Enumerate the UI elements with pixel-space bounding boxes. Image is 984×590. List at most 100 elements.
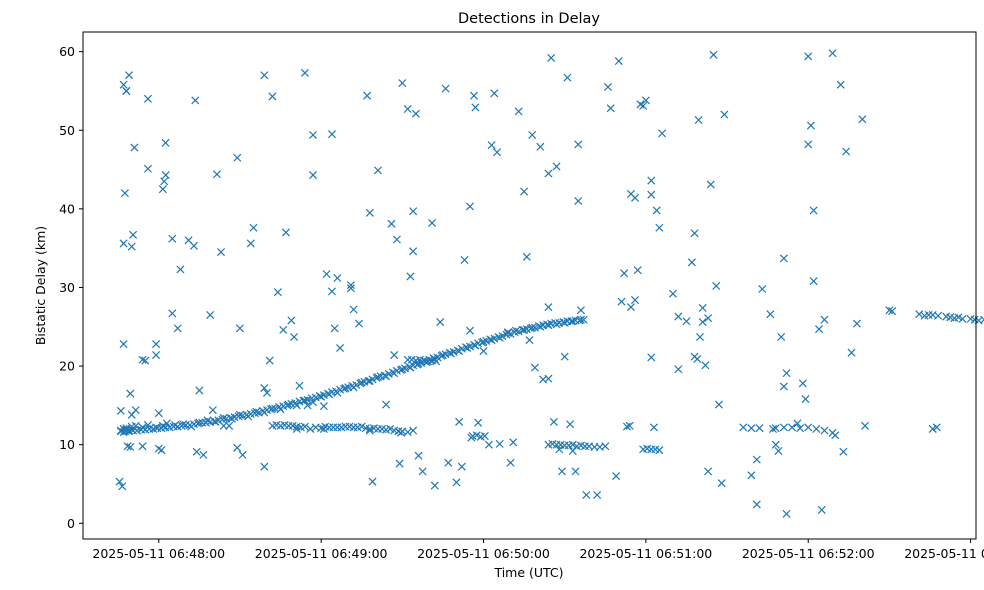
data-point-x-marker [490,89,499,98]
data-point-x-marker [701,361,710,370]
data-point-x-marker [203,416,212,425]
data-point-x-marker [418,467,427,476]
data-point-x-marker [414,451,423,460]
data-point-x-marker [861,421,870,430]
y-tick-label: 40 [59,201,75,216]
data-point-x-marker [817,505,826,514]
data-point-x-marker [295,381,304,390]
y-tick-label: 0 [67,516,75,531]
data-point-x-marker [798,379,807,388]
data-point-x-marker [138,423,147,432]
y-axis-ticks: 0 10 20 30 40 50 60 [59,44,83,531]
data-point-x-marker [544,321,553,330]
data-point-x-marker [432,357,441,366]
data-point-x-marker [373,166,382,175]
data-point-x-marker [571,467,580,476]
data-point-x-marker [752,500,761,509]
data-point-x-marker [747,424,756,433]
data-point-x-marker [625,421,634,430]
data-point-x-marker [365,208,374,217]
data-point-x-marker [115,477,124,486]
data-point-x-marker [465,202,474,211]
x-tick-label: 2025-05-11 06:52:00 [742,546,875,561]
data-point-x-marker [779,382,788,391]
data-point-x-marker [119,80,128,89]
data-point-x-marker [212,170,221,179]
data-point-x-marker [392,235,401,244]
data-point-x-marker [801,395,810,404]
data-point-x-marker [698,303,707,312]
data-point-x-marker [168,234,177,243]
data-point-x-marker [292,424,301,433]
data-point-x-marker [934,311,943,320]
data-point-x-marker [804,52,813,61]
data-point-x-marker [655,446,664,455]
data-point-x-marker [143,94,152,103]
x-axis-ticks: 2025-05-11 06:48:00 2025-05-11 06:49:00 20… [92,539,984,561]
data-point-x-marker [152,340,161,349]
data-point-x-marker [639,101,648,110]
data-point-x-marker [820,426,829,435]
data-point-x-marker [195,386,204,395]
data-point-x-marker [633,266,642,275]
data-point-x-marker [777,332,786,342]
data-point-x-marker [317,392,326,401]
data-point-x-marker [479,337,488,346]
data-point-x-marker [206,310,215,320]
data-point-x-marker [511,326,520,335]
data-point-x-marker [152,351,161,360]
data-point-x-marker [506,458,515,467]
data-point-x-marker [123,442,132,451]
data-point-x-marker [129,230,138,239]
data-point-x-marker [820,315,829,324]
data-point-x-marker [582,490,591,500]
data-point-x-marker [170,420,180,430]
data-point-x-marker [495,333,504,342]
data-point-x-marker [631,296,640,305]
data-point-x-marker [958,314,967,323]
data-point-x-marker [520,325,529,334]
data-point-x-marker [769,424,778,433]
data-point-x-marker [809,277,818,286]
data-point-x-marker [396,428,405,437]
data-point-x-marker [787,423,797,432]
data-point-x-marker [330,324,339,333]
data-point-x-marker [782,509,791,518]
data-point-x-marker [690,229,699,238]
data-point-x-marker [495,439,504,448]
data-point-x-marker [831,431,840,440]
data-point-x-marker [779,254,788,263]
data-point-x-marker [138,355,147,364]
data-point-x-marker [593,490,602,500]
data-point-x-marker [306,424,315,433]
data-point-x-marker [124,71,134,80]
data-point-x-marker [349,305,358,314]
data-point-x-marker [120,189,129,198]
data-point-x-marker [704,314,713,323]
data-point-x-marker [122,86,131,95]
data-point-x-marker [771,440,780,449]
data-point-x-marker [268,404,277,413]
data-point-x-marker [319,424,328,433]
data-point-x-marker [116,406,125,415]
data-point-x-marker [612,472,621,481]
data-point-x-marker [547,53,556,62]
data-point-x-marker [525,336,534,345]
data-point-x-marker [647,190,656,199]
data-point-x-marker [154,409,163,418]
data-point-x-marker [568,317,577,326]
data-point-x-marker [265,356,274,365]
data-point-x-marker [560,318,569,327]
data-point-x-marker [365,426,374,435]
data-point-x-marker [694,116,703,125]
data-point-x-marker [617,297,626,306]
data-point-x-marker [528,323,537,332]
data-point-x-marker [327,130,336,139]
data-point-x-marker [693,354,702,364]
data-point-x-marker [354,319,364,328]
data-point-x-marker [774,446,783,455]
data-point-x-marker [336,343,345,353]
x-tick-label: 2025-05-11 06:49:00 [255,546,388,561]
